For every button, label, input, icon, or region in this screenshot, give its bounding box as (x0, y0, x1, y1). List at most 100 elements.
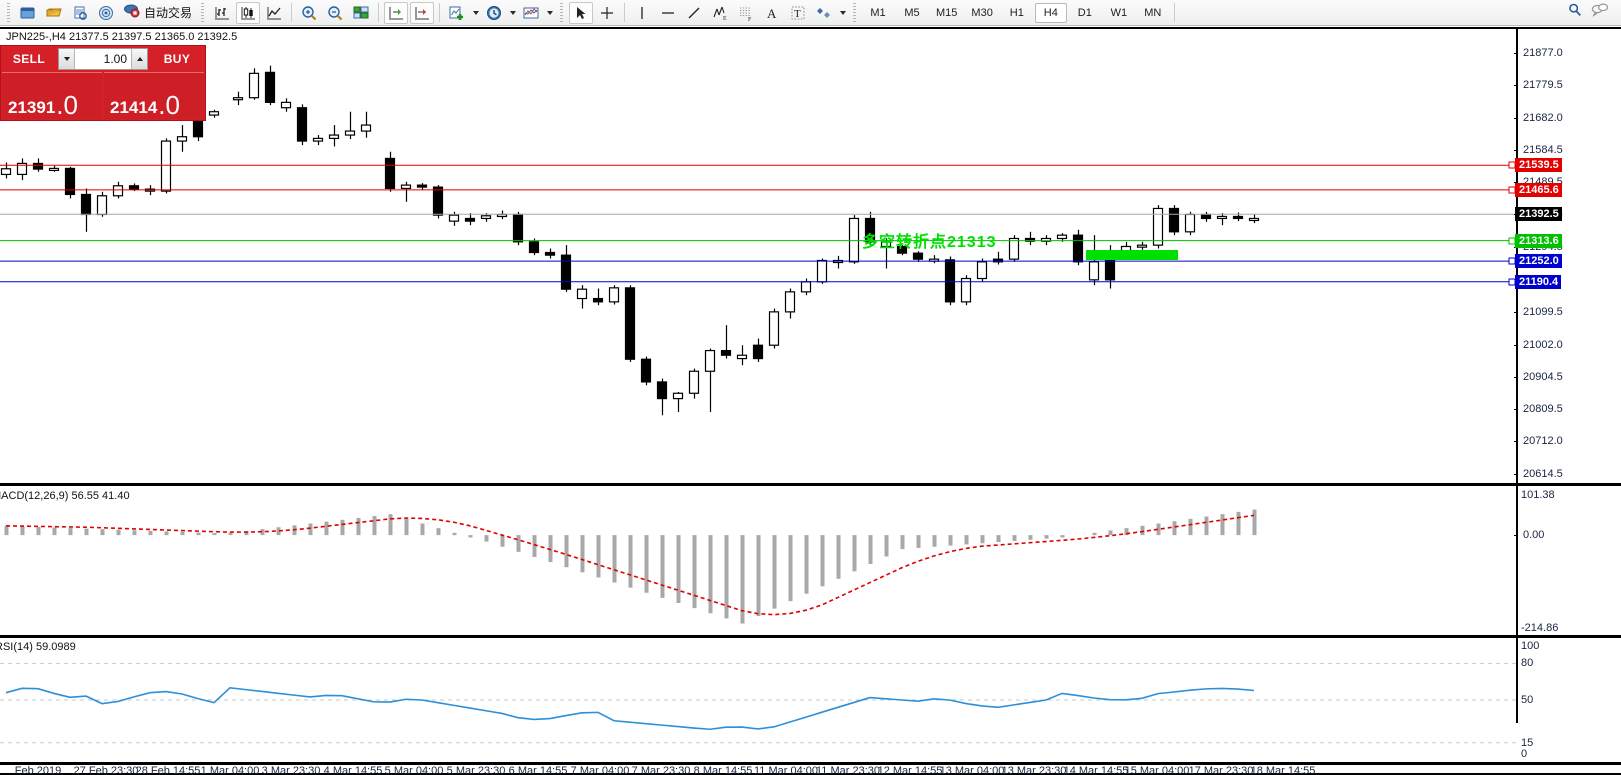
candlestick-chart-icon[interactable] (236, 1, 261, 24)
text-box-icon[interactable]: T (786, 2, 810, 24)
price-level-tag-support[interactable]: 21190.4 (1515, 274, 1562, 289)
zoom-in-icon[interactable] (297, 2, 321, 24)
ask-price[interactable]: 21414 .0 (104, 72, 204, 119)
price-axis-divider (1516, 29, 1518, 723)
cursor-icon[interactable] (569, 1, 594, 24)
time-axis-label: 18 Mar 14:55 (1250, 765, 1316, 775)
toolbar-separator-4 (624, 3, 626, 22)
price-level-tag-pivot[interactable]: 21313.6 (1515, 233, 1562, 248)
timeframe-m1[interactable]: M1 (870, 6, 886, 19)
folder-icon[interactable] (42, 2, 66, 24)
macd-tick: -214.86 (1518, 622, 1558, 634)
price-tick-label: 20614.5 (1523, 467, 1563, 480)
navigator-icon[interactable] (94, 2, 118, 24)
time-axis-label: 6 Mar 14:55 (508, 765, 568, 775)
timeframe-mn[interactable]: MN (1144, 6, 1162, 19)
search-icon[interactable] (1567, 2, 1583, 23)
one-click-trading-panel[interactable]: SELL 1.00 BUY 21391 .0 21414 .0 (0, 45, 206, 121)
templates-dropdown-arrow[interactable] (544, 2, 555, 24)
price-level-handle[interactable] (1508, 237, 1516, 245)
indicators-icon[interactable] (445, 2, 469, 24)
timeframe-h4[interactable]: H4 (1034, 2, 1067, 23)
toolbar-grip-2[interactable] (199, 2, 207, 23)
rsi-tick-label: 80 (1521, 657, 1534, 670)
time-axis-label: 27 Feb 23:30 (73, 765, 139, 775)
ask-price-integer: 21414 (110, 98, 158, 117)
timeframe-d1[interactable]: D1 (1077, 6, 1092, 19)
price-axis[interactable]: 21877.021779.521682.021584.521489.521392… (1508, 45, 1621, 482)
toolbar-grip-4[interactable] (851, 2, 859, 23)
sell-button[interactable]: SELL (1, 46, 57, 72)
fibonacci-icon[interactable]: F (734, 2, 758, 24)
rsi-tick-label: 50 (1521, 694, 1534, 706)
macd-axis: 101.38 0.00 -214.86 (1513, 488, 1621, 635)
auto-trading-button[interactable]: 自动交易 (119, 2, 196, 23)
volume-decrease-icon[interactable] (59, 49, 75, 69)
price-tick: 21584.5 (1514, 144, 1563, 156)
templates-icon[interactable] (519, 2, 543, 24)
time-axis[interactable]: Feb 2019 27 Feb 23:30 28 Feb 14:55 1 Mar 04… (0, 765, 1621, 775)
pane-divider-macd-rsi[interactable] (0, 635, 1621, 638)
print-preview-icon[interactable] (68, 2, 92, 24)
volume-value[interactable]: 1.00 (103, 52, 127, 66)
svg-text:T: T (794, 8, 801, 20)
rsi-indicator-label: RSI(14) 59.0989 (0, 641, 76, 653)
timeframe-w1[interactable]: W1 (1110, 6, 1128, 19)
auto-scroll-icon[interactable] (410, 1, 435, 24)
macd-tick: 101.38 (1518, 489, 1555, 501)
indicators-dropdown-arrow[interactable] (470, 2, 481, 24)
price-tick: 21682.0 (1514, 112, 1563, 124)
shapes-dropdown-arrow[interactable] (837, 2, 848, 24)
volume-stepper[interactable]: 1.00 (58, 48, 148, 70)
price-level-tag-resistance[interactable]: 21539.5 (1515, 158, 1562, 173)
bid-price[interactable]: 21391 .0 (2, 72, 102, 119)
rsi-tick: 0 (1518, 748, 1527, 760)
shapes-icon[interactable] (812, 2, 836, 24)
horizontal-line-icon[interactable] (656, 2, 680, 24)
highlight-zone-rect (1086, 250, 1178, 260)
buy-button[interactable]: BUY (149, 46, 205, 72)
tile-windows-icon[interactable] (349, 2, 373, 24)
time-axis-label: 13 Mar 04:00 (939, 765, 1005, 775)
toolbar-grip[interactable] (5, 2, 12, 23)
timeframe-m15[interactable]: M15 (936, 6, 958, 19)
elliott-wave-icon[interactable]: E (708, 2, 732, 24)
volume-increase-icon[interactable] (131, 49, 147, 69)
price-pane[interactable]: 多空转折点21313 (0, 45, 1516, 482)
chart-symbol-label: JPN225-,H4 21377.5 21397.5 21365.0 21392… (6, 31, 238, 43)
macd-pane[interactable] (0, 488, 1516, 635)
price-level-tag-current-price[interactable]: 21392.5 (1515, 207, 1562, 222)
price-level-handle[interactable] (1508, 278, 1516, 286)
price-level-handle[interactable] (1508, 161, 1516, 169)
price-level-tag-support[interactable]: 21252.0 (1515, 254, 1562, 269)
trendline-icon[interactable] (682, 2, 706, 24)
crosshair-icon[interactable] (595, 2, 619, 24)
price-tick: 20712.0 (1514, 435, 1563, 447)
chart-shift-icon[interactable] (384, 1, 409, 24)
period-dropdown-arrow[interactable] (507, 2, 518, 24)
new-order-icon[interactable] (16, 2, 40, 24)
price-level-handle[interactable] (1508, 186, 1516, 194)
timeframe-h1[interactable]: H1 (1009, 6, 1024, 19)
svg-text:E: E (723, 16, 727, 22)
chat-icon[interactable] (1591, 2, 1609, 23)
text-label-icon[interactable]: A (760, 2, 784, 24)
chart-window[interactable]: JPN225-,H4 21377.5 21397.5 21365.0 21392… (0, 27, 1621, 775)
zoom-out-icon[interactable] (323, 2, 347, 24)
timeframe-m5[interactable]: M5 (904, 6, 920, 19)
toolbar-grip-3[interactable] (558, 2, 566, 23)
macd-tick-label: 101.38 (1521, 489, 1555, 501)
line-chart-icon[interactable] (262, 2, 286, 24)
timeframe-m30[interactable]: M30 (971, 6, 993, 19)
price-level-tag-resistance[interactable]: 21465.6 (1515, 182, 1562, 197)
price-tick-label: 21877.0 (1523, 46, 1563, 59)
toolbar-separator (291, 3, 293, 22)
bar-chart-icon[interactable] (210, 2, 234, 24)
vertical-line-icon[interactable] (630, 2, 654, 24)
pane-divider-price-macd[interactable] (0, 483, 1621, 486)
price-level-handle[interactable] (1508, 257, 1516, 265)
auto-trading-icon (123, 2, 141, 23)
period-icon[interactable] (482, 2, 506, 24)
rsi-pane[interactable] (0, 639, 1516, 761)
